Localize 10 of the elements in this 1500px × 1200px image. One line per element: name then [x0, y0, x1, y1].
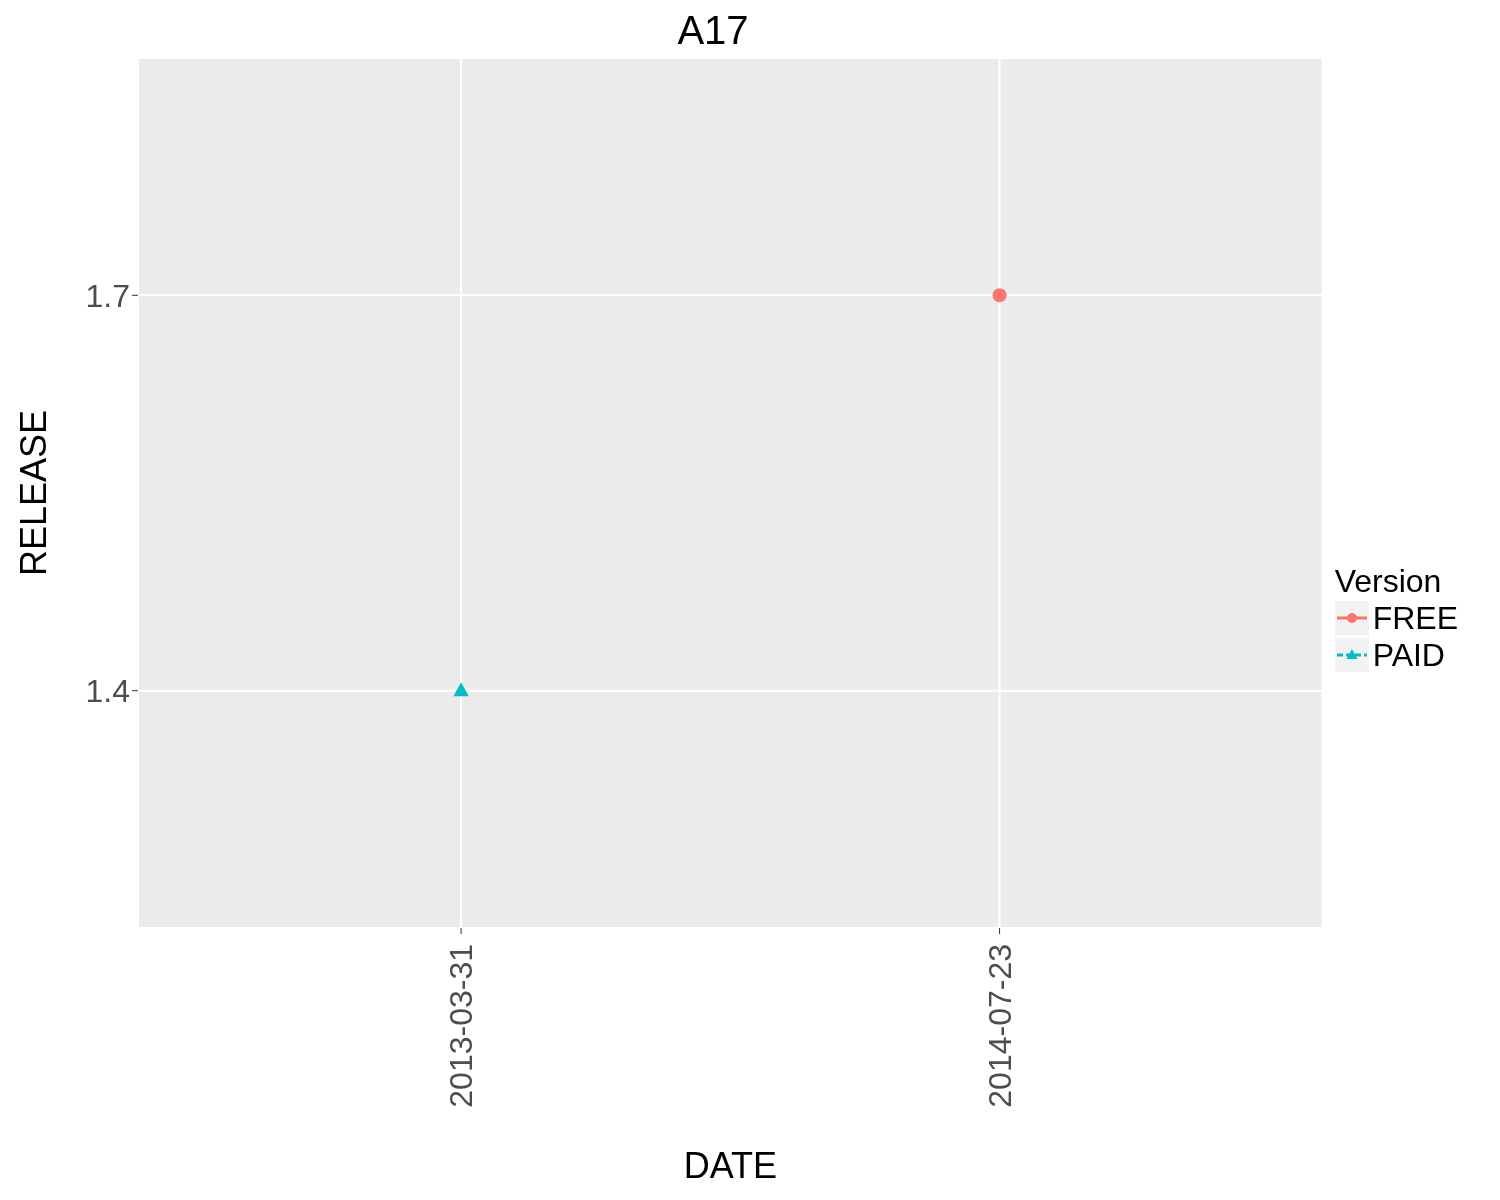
legend-label: PAID: [1372, 636, 1445, 674]
y-tick-label: 1.4: [85, 673, 130, 710]
legend-label: FREE: [1372, 599, 1458, 637]
x-axis-title: DATE: [683, 1145, 777, 1186]
chart-title: A17: [676, 8, 750, 54]
legend-title: Version: [1334, 562, 1443, 600]
x-tick-label: 2014-07-23: [981, 944, 1018, 1108]
y-tick-label: 1.7: [85, 277, 130, 314]
y-axis-title: RELEASE: [12, 409, 54, 577]
x-tick-label: 2013-03-31: [443, 944, 480, 1108]
